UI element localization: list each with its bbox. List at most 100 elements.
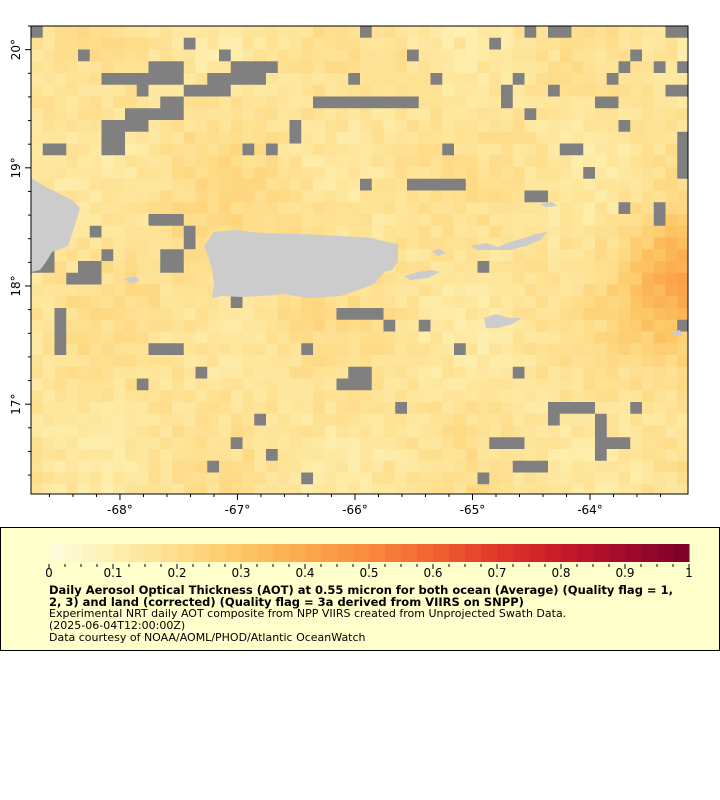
aot-cell <box>183 413 196 426</box>
aot-cell <box>78 143 91 156</box>
aot-cell <box>665 355 678 368</box>
aot-cell <box>477 449 490 462</box>
aot-cell <box>242 355 255 368</box>
aot-cell <box>54 73 67 86</box>
aot-cell <box>113 402 126 415</box>
aot-cell <box>66 261 79 274</box>
aot-cell <box>336 143 349 156</box>
aot-cell <box>42 49 55 62</box>
aot-cell <box>536 84 549 97</box>
aot-cell <box>183 261 196 274</box>
aot-cell <box>501 331 514 344</box>
aot-cell <box>336 437 349 450</box>
aot-cell <box>54 343 67 356</box>
aot-cell <box>524 449 537 462</box>
aot-cell <box>301 96 314 109</box>
aot-cell <box>442 472 455 485</box>
aot-cell <box>148 390 161 403</box>
aot-cell <box>465 120 478 133</box>
aot-cell <box>348 84 361 97</box>
aot-cell <box>665 390 678 403</box>
aot-cell <box>89 425 102 438</box>
aot-cell <box>101 61 114 74</box>
aot-cell <box>524 272 537 285</box>
aot-cell <box>230 296 243 309</box>
aot-cell <box>101 378 114 391</box>
aot-cell <box>31 460 44 473</box>
aot-cell <box>383 413 396 426</box>
aot-cell <box>465 73 478 86</box>
aot-cell <box>101 484 114 495</box>
aot-cell <box>230 61 243 74</box>
aot-cell <box>454 131 467 144</box>
colorbar-step <box>129 544 146 562</box>
aot-cell <box>559 26 572 39</box>
colorbar-step <box>561 544 578 562</box>
aot-cell <box>642 61 655 74</box>
aot-cell <box>618 437 631 450</box>
aot-cell <box>677 413 689 426</box>
aot-cell <box>89 96 102 109</box>
aot-cell <box>383 84 396 97</box>
aot-cell <box>595 378 608 391</box>
aot-cell <box>136 413 149 426</box>
aot-cell <box>136 61 149 74</box>
aot-cell <box>89 437 102 450</box>
aot-cell <box>230 390 243 403</box>
aot-cell <box>524 26 537 39</box>
aot-cell <box>172 484 185 495</box>
aot-cell <box>395 272 408 285</box>
aot-cell <box>172 413 185 426</box>
culebra-land <box>432 249 446 256</box>
aot-cell <box>31 343 44 356</box>
aot-cell <box>183 73 196 86</box>
aot-cell <box>125 249 138 262</box>
aot-cell <box>583 472 596 485</box>
aot-cell <box>54 131 67 144</box>
aot-cell <box>477 284 490 297</box>
aot-cell <box>618 73 631 86</box>
aot-cell <box>160 155 173 168</box>
aot-cell <box>571 249 584 262</box>
aot-cell <box>42 26 55 39</box>
aot-cell <box>583 96 596 109</box>
aot-cell <box>559 225 572 238</box>
aot-cell <box>571 331 584 344</box>
aot-cell <box>160 460 173 473</box>
aot-cell <box>254 26 267 39</box>
aot-cell <box>418 249 431 262</box>
aot-cell <box>360 331 373 344</box>
aot-cell <box>113 155 126 168</box>
aot-cell <box>665 202 678 215</box>
aot-cell <box>360 413 373 426</box>
colorbar-step <box>177 544 194 562</box>
aot-cell <box>301 390 314 403</box>
aot-cell <box>642 131 655 144</box>
aot-cell <box>31 308 44 321</box>
aot-cell <box>66 472 79 485</box>
aot-cell <box>289 472 302 485</box>
aot-cell <box>242 214 255 227</box>
aot-cell <box>242 308 255 321</box>
aot-cell <box>665 425 678 438</box>
aot-cell <box>66 378 79 391</box>
aot-cell <box>183 484 196 495</box>
aot-cell <box>571 366 584 379</box>
aot-cell <box>78 308 91 321</box>
aot-cell <box>606 214 619 227</box>
aot-cell <box>101 437 114 450</box>
aot-cell <box>418 225 431 238</box>
aot-cell <box>313 331 326 344</box>
aot-cell <box>277 26 290 39</box>
aot-cell <box>595 484 608 495</box>
aot-cell <box>583 37 596 50</box>
aot-cell <box>512 84 525 97</box>
aot-cell <box>501 49 514 62</box>
aot-cell <box>489 214 502 227</box>
aot-cell <box>583 261 596 274</box>
aot-cell <box>477 225 490 238</box>
aot-cell <box>536 120 549 133</box>
colorbar-step <box>513 544 530 562</box>
aot-cell <box>395 413 408 426</box>
aot-cell <box>653 178 666 191</box>
